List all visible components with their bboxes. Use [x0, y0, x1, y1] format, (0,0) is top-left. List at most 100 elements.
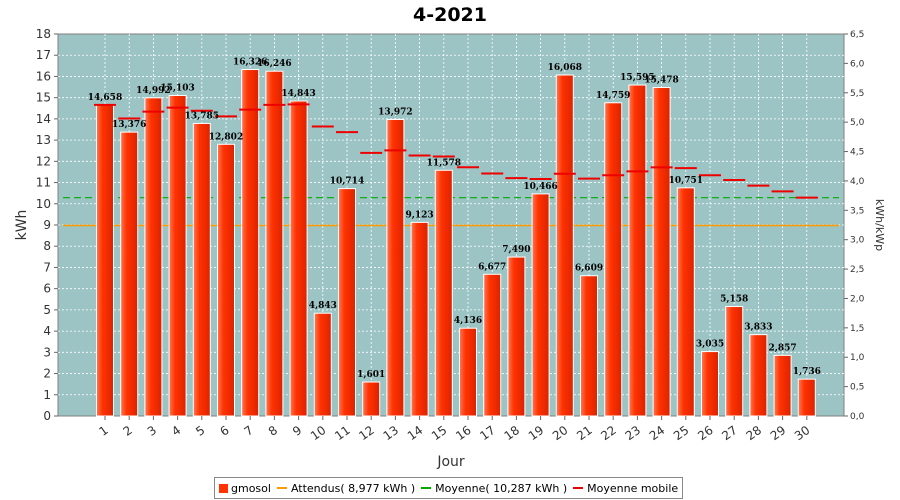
legend-swatch-gmosol: [219, 483, 228, 493]
data-label-29: 2,857: [769, 343, 797, 353]
x-tick-label: 6: [217, 423, 231, 439]
data-label-15: 11,578: [427, 158, 461, 168]
data-label-5: 13,785: [185, 111, 219, 121]
data-label-27: 5,158: [720, 295, 748, 305]
x-tick-label: 1: [96, 423, 110, 439]
y-tick-label: 1: [43, 388, 51, 402]
y2-tick-label: 3,0: [850, 236, 865, 246]
x-tick-label: 11: [332, 423, 353, 443]
y-tick-label: 17: [36, 48, 51, 62]
data-label-1: 14,658: [88, 93, 122, 103]
bar-14: [410, 221, 429, 417]
y-tick-label: 11: [36, 176, 51, 190]
legend-item-gmosol: gmosol: [219, 482, 271, 495]
legend-item-moyenne: Moyenne( 10,287 kWh ): [421, 482, 567, 495]
legend-label-gmosol: gmosol: [231, 481, 271, 495]
bar-2: [120, 131, 139, 417]
bar-3: [144, 97, 163, 417]
data-label-17: 6,677: [478, 262, 506, 272]
x-tick-label: 4: [169, 423, 183, 439]
data-label-4: 15,103: [160, 83, 194, 93]
bar-17: [483, 273, 502, 417]
data-label-7: 16,326: [233, 58, 267, 68]
data-label-25: 10,751: [669, 176, 703, 186]
data-label-18: 7,490: [502, 245, 530, 255]
x-tick-label: 29: [768, 423, 789, 443]
x-tick-label: 13: [381, 423, 402, 443]
bar-13: [386, 118, 405, 417]
y-tick-label: 14: [36, 112, 51, 126]
x-axis-title: Jour: [436, 454, 465, 470]
legend-item-moyenne-mobile: Moyenne mobile: [573, 482, 678, 495]
x-tick-label: 17: [477, 423, 498, 443]
bar-30: [797, 378, 816, 417]
y2-tick-label: 2,0: [850, 294, 865, 304]
legend-label-attendus: Attendus( 8,977 kWh ): [290, 481, 416, 495]
legend-label-moyenne-mobile: Moyenne mobile: [587, 481, 679, 495]
x-tick-label: 21: [574, 423, 595, 443]
data-label-30: 1,736: [793, 367, 821, 377]
y-tick-label: 9: [43, 218, 51, 232]
data-label-20: 16,068: [548, 63, 582, 73]
bar-12: [362, 381, 381, 417]
y-tick-label: 6: [43, 282, 51, 296]
x-tick-label: 22: [598, 423, 619, 443]
x-tick-label: 3: [145, 423, 159, 439]
y-tick-label: 0: [43, 409, 51, 423]
bar-11: [338, 188, 356, 417]
y2-tick-label: 4,0: [850, 177, 865, 187]
data-label-14: 9,123: [406, 210, 434, 220]
bar-29: [773, 354, 792, 417]
y-axis-title: kWh: [14, 210, 30, 241]
data-label-11: 10,714: [330, 177, 364, 187]
data-label-2: 13,376: [112, 120, 146, 130]
bar-22: [604, 102, 623, 417]
data-label-22: 14,759: [596, 91, 630, 101]
x-tick-label: 5: [193, 423, 207, 439]
bar-6: [217, 143, 235, 417]
legend-label-moyenne: Moyenne( 10,287 kWh ): [435, 481, 568, 495]
y2-tick-label: 4,5: [850, 148, 864, 158]
moving-average: [94, 103, 818, 199]
x-tick-label: 14: [405, 423, 426, 443]
y-tick-label: 16: [36, 69, 51, 83]
x-tick-label: 12: [356, 423, 377, 443]
data-label-21: 6,609: [575, 264, 603, 274]
x-tick-label: 2: [121, 423, 135, 439]
y2-tick-label: 0,0: [850, 412, 865, 422]
y-tick-label: 12: [36, 154, 51, 168]
y2-tick-label: 6,0: [850, 59, 865, 69]
legend-swatch-moyenne-mobile: [573, 487, 584, 489]
bar-10: [313, 312, 332, 417]
data-label-12: 1,601: [357, 370, 385, 380]
bar-26: [701, 351, 719, 417]
bar-18: [507, 256, 526, 417]
chart-title: 4-2021: [413, 4, 487, 26]
y2-axis-ticks: 0,0 0,5 1,0 1,5 2,0 2,5 3,0 3,5 4,0 4,5 5,0 5,5 6,0 6…: [844, 30, 865, 422]
bar-8: [265, 70, 284, 417]
x-tick-label: 9: [290, 423, 304, 439]
x-tick-label: 7: [242, 423, 256, 439]
y2-axis-title: kWh/kWp: [873, 199, 886, 251]
y-tick-label: 7: [43, 260, 51, 274]
bar-16: [459, 327, 477, 417]
x-tick-label: 18: [502, 423, 523, 443]
y-tick-label: 13: [36, 133, 51, 147]
x-tick-label: 26: [695, 423, 716, 443]
data-label-24: 15,478: [644, 76, 678, 86]
bar-28: [749, 334, 768, 417]
data-label-23: 15,595: [620, 73, 654, 83]
data-label-6: 12,802: [209, 132, 243, 142]
legend-swatch-attendus: [276, 487, 287, 489]
data-label-19: 10,466: [523, 182, 557, 192]
y-tick-label: 3: [43, 345, 51, 359]
x-tick-label: 27: [719, 423, 740, 443]
data-label-3: 14,992: [136, 86, 170, 96]
x-tick-label: 25: [671, 423, 692, 443]
data-label-16: 4,136: [454, 316, 482, 326]
legend-swatch-moyenne: [421, 487, 432, 489]
data-label-8: 16,246: [257, 59, 291, 69]
bar-7: [241, 69, 260, 417]
